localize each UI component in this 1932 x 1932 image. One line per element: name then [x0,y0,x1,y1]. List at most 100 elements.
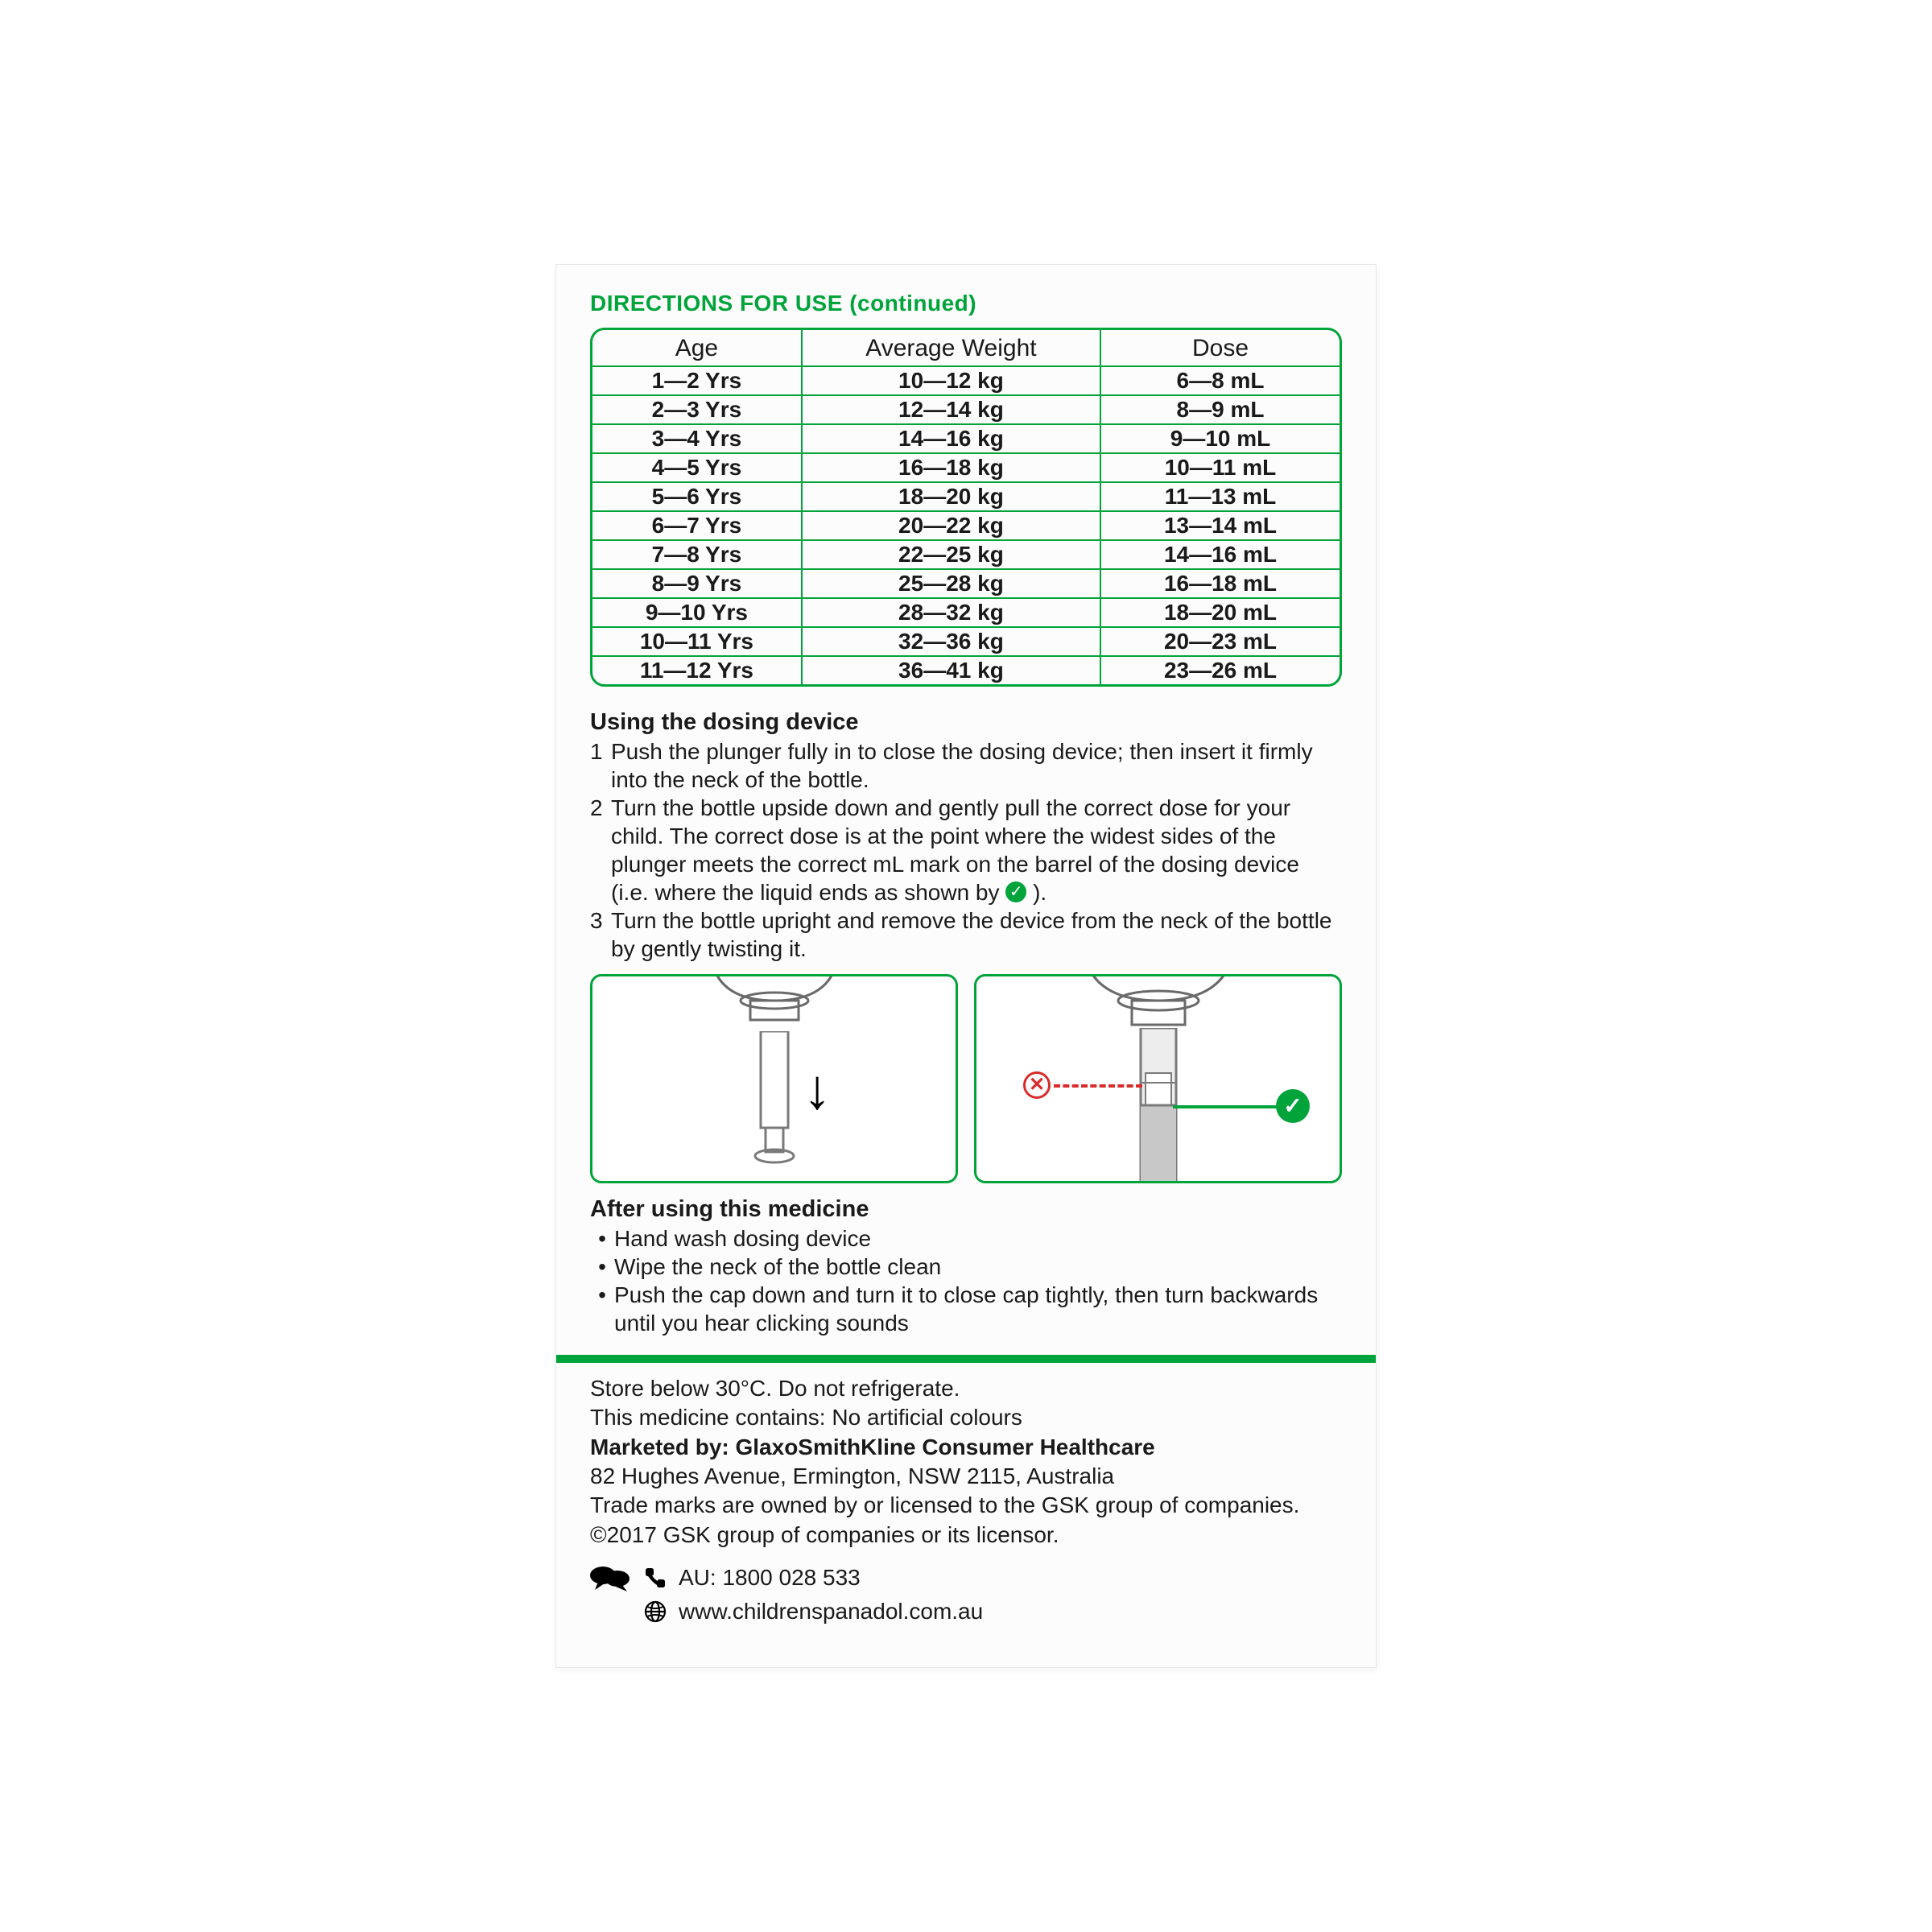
table-cell: 32—36 kg [802,627,1100,656]
table-cell: 9—10 mL [1100,424,1340,453]
table-row: 11—12 Yrs36—41 kg23—26 mL [592,656,1340,684]
label-panel: DIRECTIONS FOR USE (continued) AgeAverag… [555,264,1377,1668]
bullet-item: •Hand wash dosing device [590,1224,1342,1253]
table-cell: 20—22 kg [802,511,1100,540]
table-row: 10—11 Yrs32—36 kg20—23 mL [592,627,1340,656]
table-cell: 10—11 mL [1100,453,1340,482]
contains-text: This medicine contains: No artificial co… [590,1403,1342,1432]
phone-icon [643,1566,667,1590]
marketed-by: GlaxoSmithKline Consumer Healthcare [736,1435,1155,1459]
step-1: 1 Push the plunger fully in to close the… [590,737,1342,794]
table-row: 2—3 Yrs12—14 kg8—9 mL [592,395,1340,424]
bullet-text: Push the cap down and turn it to close c… [614,1281,1342,1337]
trademark-text: Trade marks are owned by or licensed to … [590,1491,1342,1520]
bullet-dot: • [590,1253,614,1281]
footer-block: Store below 30°C. Do not refrigerate. Th… [590,1374,1342,1629]
table-cell: 12—14 kg [802,395,1100,424]
table-cell: 6—8 mL [1100,366,1340,395]
contact-block: AU: 1800 028 533 www.childrenspanadol.co… [590,1561,1342,1629]
table-cell: 8—9 mL [1100,395,1340,424]
speech-icon [590,1564,632,1591]
correct-line-icon [1173,1105,1278,1108]
phone-text: AU: 1800 028 533 [679,1561,861,1595]
table-cell: 18—20 mL [1100,598,1340,627]
copyright-text: ©2017 GSK group of companies or its lice… [590,1521,1342,1550]
table-cell: 10—12 kg [802,366,1100,395]
bottle-neck-icon [702,974,847,1033]
step-number: 3 [590,906,611,963]
after-bullets: •Hand wash dosing device•Wipe the neck o… [590,1224,1342,1337]
table-row: 9—10 Yrs28—32 kg18—20 mL [592,598,1340,627]
table-cell: 7—8 Yrs [592,540,802,569]
after-heading: After using this medicine [590,1196,1342,1223]
table-row: 3—4 Yrs14—16 kg9—10 mL [592,424,1340,453]
table-row: 4—5 Yrs16—18 kg10—11 mL [592,453,1340,482]
check-icon: ✓ [1276,1089,1310,1123]
table-cell: 3—4 Yrs [592,424,802,453]
table-cell: 16—18 mL [1100,569,1340,598]
globe-icon [643,1600,667,1624]
marketed-label: Marketed by: [590,1435,736,1459]
bullet-dot: • [590,1224,614,1253]
syringe-icon [1129,1028,1187,1181]
check-icon: ✓ [1005,881,1026,902]
table-row: 6—7 Yrs20—22 kg13—14 mL [592,511,1340,540]
bullet-text: Wipe the neck of the bottle clean [614,1253,941,1281]
divider [556,1355,1376,1363]
table-row: 8—9 Yrs25—28 kg16—18 mL [592,569,1340,598]
table-cell: 13—14 mL [1100,511,1340,540]
website-text: www.childrenspanadol.com.au [679,1595,983,1629]
step-text-tail: ). [1033,880,1046,905]
x-icon: ✕ [1023,1071,1051,1099]
table-cell: 36—41 kg [802,656,1100,684]
table-cell: 14—16 kg [802,424,1100,453]
bullet-item: •Wipe the neck of the bottle clean [590,1253,1342,1281]
table-cell: 9—10 Yrs [592,598,802,627]
table-cell: 6—7 Yrs [592,511,802,540]
table-cell: 2—3 Yrs [592,395,802,424]
bullet-item: •Push the cap down and turn it to close … [590,1281,1342,1337]
step-text: Turn the bottle upside down and gently p… [611,794,1342,906]
table-row: 5—6 Yrs18—20 kg11—13 mL [592,482,1340,511]
steps-list: 1 Push the plunger fully in to close the… [590,737,1342,963]
section-title: DIRECTIONS FOR USE (continued) [590,291,1342,316]
table-cell: 11—13 mL [1100,482,1340,511]
step-text: Turn the bottle upright and remove the d… [611,906,1342,963]
table-cell: 20—23 mL [1100,627,1340,656]
table-cell: 4—5 Yrs [592,453,802,482]
step-number: 2 [590,794,611,906]
bullet-dot: • [590,1281,614,1337]
step-text-part: Turn the bottle upside down and gently p… [611,795,1299,905]
table-cell: 25—28 kg [802,569,1100,598]
column-header: Age [592,330,802,366]
table-row: 1—2 Yrs10—12 kg6—8 mL [592,366,1340,395]
column-header: Average Weight [802,330,1100,366]
step-text: Push the plunger fully in to close the d… [611,737,1342,794]
diagrams: ↓ ✕ ✓ [590,974,1342,1183]
diagram-insert: ↓ [590,974,958,1183]
step-3: 3 Turn the bottle upright and remove the… [590,906,1342,963]
table-cell: 10—11 Yrs [592,627,802,656]
table-cell: 11—12 Yrs [592,656,802,684]
arrow-down-icon: ↓ [803,1057,832,1121]
website-line: www.childrenspanadol.com.au [590,1595,1342,1629]
dosage-table: AgeAverage WeightDose 1—2 Yrs10—12 kg6—8… [590,328,1342,687]
storage-text: Store below 30°C. Do not refrigerate. [590,1374,1342,1403]
phone-line: AU: 1800 028 533 [590,1561,1342,1595]
table-row: 7—8 Yrs22—25 kg14—16 mL [592,540,1340,569]
step-2: 2 Turn the bottle upside down and gently… [590,794,1342,906]
syringe-icon [746,1031,803,1168]
table-cell: 18—20 kg [802,482,1100,511]
table-cell: 16—18 kg [802,453,1100,482]
marketed-line: Marketed by: GlaxoSmithKline Consumer He… [590,1433,1342,1462]
using-heading: Using the dosing device [590,709,1342,736]
table-cell: 5—6 Yrs [592,482,802,511]
table-cell: 14—16 mL [1100,540,1340,569]
table-cell: 8—9 Yrs [592,569,802,598]
bullet-text: Hand wash dosing device [614,1224,871,1253]
table-cell: 22—25 kg [802,540,1100,569]
column-header: Dose [1100,330,1340,366]
table-cell: 23—26 mL [1100,656,1340,684]
step-number: 1 [590,737,611,794]
table-cell: 28—32 kg [802,598,1100,627]
